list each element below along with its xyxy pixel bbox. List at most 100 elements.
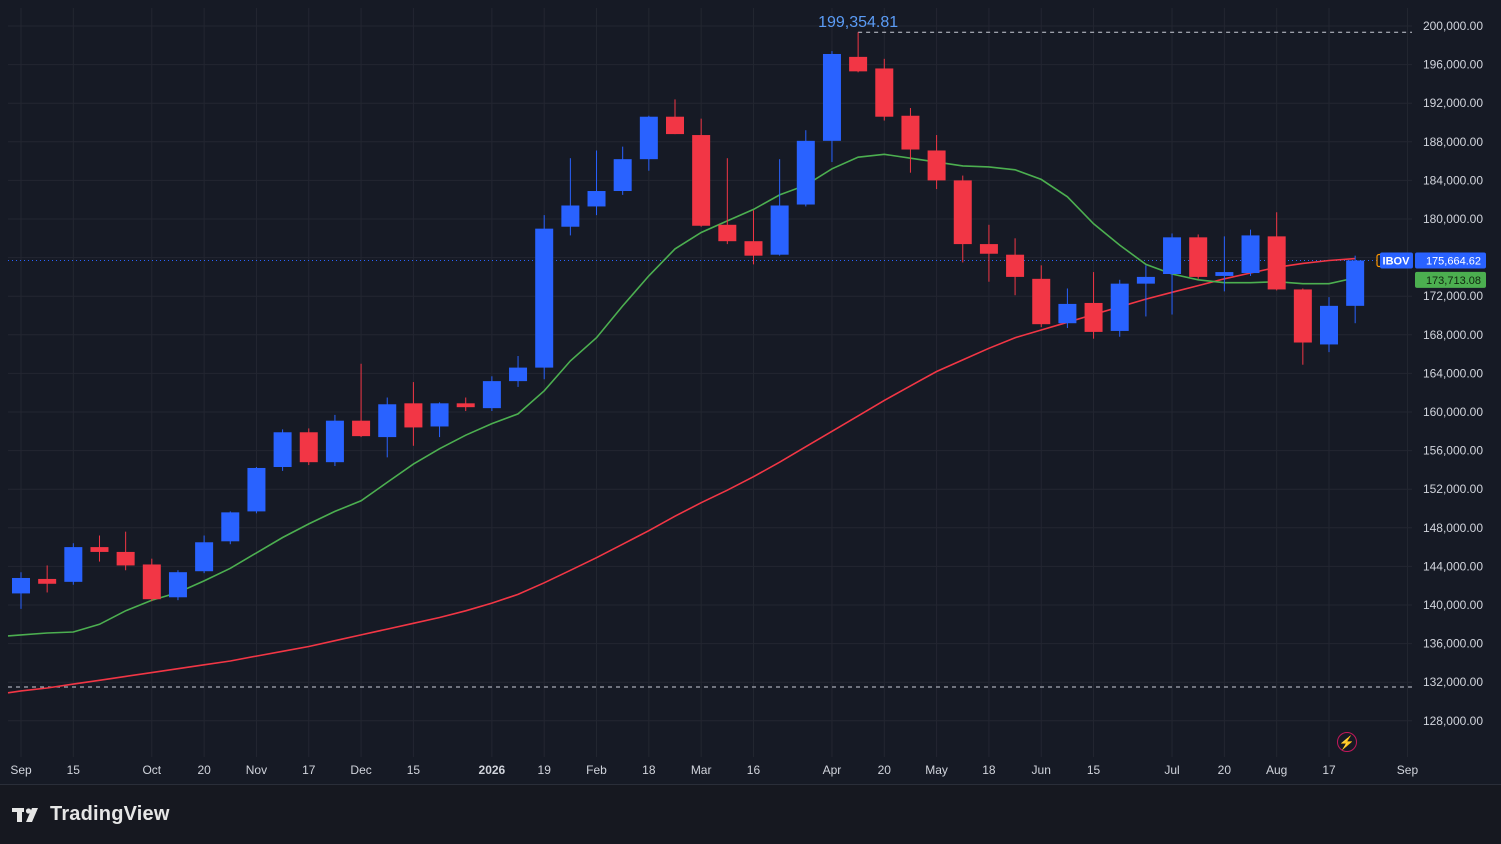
candle-down[interactable] — [718, 158, 737, 245]
candle-body — [1320, 305, 1338, 345]
candle-up[interactable] — [168, 570, 187, 601]
candle-body — [142, 564, 161, 600]
current-price-tag-text: 175,664.62 — [1426, 255, 1481, 267]
candle-up[interactable] — [535, 215, 554, 380]
candle-body — [456, 403, 475, 408]
candle-body — [875, 68, 894, 117]
y-tick-label: 164,000.00 — [1423, 366, 1483, 380]
tradingview-logo[interactable]: TradingView — [12, 803, 170, 826]
candle-up[interactable] — [482, 376, 501, 412]
candle-body — [1110, 283, 1129, 331]
candle-body — [1189, 237, 1208, 277]
candle-down[interactable] — [744, 210, 763, 265]
y-tick-label: 136,000.00 — [1423, 637, 1483, 651]
candle-down[interactable] — [116, 531, 135, 571]
candle-up[interactable] — [273, 429, 292, 471]
price-axis[interactable]: 128,000.00 132,000.00 136,000.00 140,000.00… — [1423, 19, 1483, 728]
candle-down[interactable] — [692, 118, 711, 227]
candle-up[interactable] — [770, 159, 789, 256]
y-tick-label: 152,000.00 — [1423, 482, 1483, 496]
candle-body — [116, 551, 135, 566]
candle-down[interactable] — [1293, 288, 1312, 365]
candle-up[interactable] — [796, 130, 815, 207]
candle-down[interactable] — [1189, 234, 1208, 279]
y-tick-label: 180,000.00 — [1423, 212, 1483, 226]
moving-averages — [7, 153, 1356, 694]
candle-body — [247, 467, 266, 512]
candle-down[interactable] — [90, 535, 109, 562]
x-tick-label: 17 — [1322, 763, 1336, 777]
candle-down[interactable] — [875, 58, 894, 121]
time-axis[interactable]: Sep 15 Oct 20 Nov 17 Dec 15 2026 19 Feb 18 Mar 16 Apr 2… — [10, 763, 1418, 777]
lightning-icon[interactable]: ⚡ — [1337, 732, 1357, 752]
candle-up[interactable] — [1163, 233, 1182, 315]
y-tick-label: 188,000.00 — [1423, 135, 1483, 149]
x-tick-label: Feb — [586, 763, 607, 777]
x-tick-label: Oct — [142, 763, 161, 777]
tradingview-logo-text: TradingView — [50, 803, 170, 825]
candle-up[interactable] — [587, 150, 606, 216]
candle-body — [613, 159, 632, 192]
candle-up[interactable] — [1110, 279, 1129, 337]
y-tick-label: 144,000.00 — [1423, 559, 1483, 573]
candle-up[interactable] — [247, 467, 266, 514]
candle-body — [430, 403, 449, 427]
candle-down[interactable] — [666, 99, 684, 135]
candle-up[interactable] — [1241, 229, 1260, 276]
candle-up[interactable] — [64, 543, 83, 585]
candle-body — [1293, 289, 1312, 343]
candle-up[interactable] — [195, 535, 214, 574]
candle-up[interactable] — [1136, 265, 1155, 317]
candle-body — [849, 56, 868, 72]
candle-body — [587, 191, 606, 207]
candle-up[interactable] — [1215, 236, 1234, 292]
x-tick-label: Sep — [10, 763, 32, 777]
chart-area[interactable]: 199,354.81 128,000.00 132,000.00 136,000.0… — [0, 0, 1501, 785]
candle-down[interactable] — [901, 108, 920, 173]
candle-body — [796, 140, 815, 205]
candle-down[interactable] — [1084, 272, 1103, 339]
candle-down[interactable] — [849, 32, 868, 73]
candle-up[interactable] — [378, 397, 397, 458]
ma-fast-line — [7, 153, 1356, 637]
candle-body — [744, 241, 763, 256]
y-tick-label: 196,000.00 — [1423, 58, 1483, 72]
candle-up[interactable] — [613, 146, 632, 195]
candle-up[interactable] — [639, 115, 658, 171]
candle-down[interactable] — [299, 428, 318, 466]
candle-up[interactable] — [509, 356, 528, 387]
candle-up[interactable] — [822, 51, 841, 163]
symbol-tag-text: IBOV — [1383, 255, 1411, 267]
candle-body — [38, 578, 57, 584]
candle-body — [90, 547, 109, 552]
candles[interactable] — [12, 32, 1365, 609]
x-tick-label: 17 — [302, 763, 316, 777]
candle-down[interactable] — [927, 135, 946, 190]
candle-up[interactable] — [1346, 255, 1365, 324]
candle-body — [1241, 235, 1260, 274]
y-tick-label: 184,000.00 — [1423, 173, 1483, 187]
candle-up[interactable] — [561, 158, 580, 236]
candle-down[interactable] — [404, 382, 423, 446]
candle-down[interactable] — [142, 558, 161, 602]
candle-up[interactable] — [1058, 288, 1077, 329]
candle-down[interactable] — [1267, 212, 1286, 291]
candle-down[interactable] — [352, 363, 371, 438]
candlestick-chart[interactable]: 199,354.81 128,000.00 132,000.00 136,000.0… — [0, 0, 1501, 784]
candle-body — [692, 135, 711, 226]
candle-up[interactable] — [12, 572, 30, 609]
candle-up[interactable] — [325, 414, 344, 467]
candle-down[interactable] — [456, 397, 475, 412]
candle-down[interactable] — [953, 175, 972, 263]
candle-body — [509, 367, 528, 382]
candle-down[interactable] — [979, 224, 998, 282]
candle-up[interactable] — [221, 511, 240, 545]
candle-down[interactable] — [1032, 265, 1051, 328]
candle-down[interactable] — [38, 565, 57, 593]
y-tick-label: 168,000.00 — [1423, 328, 1483, 342]
candle-body — [221, 512, 240, 542]
candle-up[interactable] — [430, 402, 449, 438]
y-tick-label: 148,000.00 — [1423, 521, 1483, 535]
candle-up[interactable] — [1320, 297, 1338, 353]
candle-down[interactable] — [1006, 238, 1025, 296]
